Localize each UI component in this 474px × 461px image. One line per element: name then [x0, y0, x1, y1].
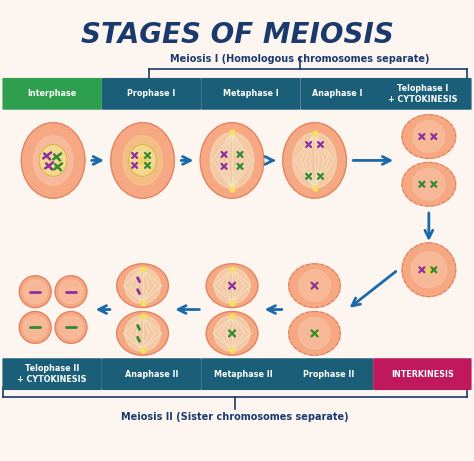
Text: Meiosis II (Sister chromosomes separate): Meiosis II (Sister chromosomes separate)	[121, 412, 349, 422]
Ellipse shape	[125, 268, 161, 303]
Text: Prophase I: Prophase I	[128, 89, 176, 98]
Ellipse shape	[19, 276, 51, 307]
Ellipse shape	[117, 264, 168, 307]
Ellipse shape	[23, 315, 47, 339]
Ellipse shape	[289, 312, 340, 355]
Text: Interphase: Interphase	[27, 89, 77, 98]
Ellipse shape	[23, 280, 47, 303]
Ellipse shape	[206, 312, 258, 355]
Ellipse shape	[206, 264, 258, 307]
FancyBboxPatch shape	[2, 358, 102, 390]
Ellipse shape	[200, 123, 264, 198]
Ellipse shape	[289, 264, 340, 307]
FancyBboxPatch shape	[373, 78, 472, 110]
Text: Metaphase II: Metaphase II	[214, 370, 273, 378]
Ellipse shape	[117, 312, 168, 355]
Ellipse shape	[59, 315, 83, 339]
FancyBboxPatch shape	[102, 358, 201, 390]
Text: Anaphase II: Anaphase II	[125, 370, 178, 378]
Ellipse shape	[39, 144, 67, 176]
Ellipse shape	[55, 312, 87, 343]
Ellipse shape	[299, 318, 330, 349]
Ellipse shape	[59, 280, 83, 303]
Ellipse shape	[19, 312, 51, 343]
FancyBboxPatch shape	[102, 78, 201, 110]
Text: INTERKINESIS: INTERKINESIS	[391, 370, 454, 378]
Ellipse shape	[413, 168, 445, 200]
Ellipse shape	[283, 123, 346, 198]
Text: Prophase II: Prophase II	[303, 370, 354, 378]
FancyBboxPatch shape	[201, 78, 301, 110]
Text: Meiosis I (Homologous chromosomes separate): Meiosis I (Homologous chromosomes separa…	[170, 54, 429, 64]
Ellipse shape	[21, 123, 85, 198]
Ellipse shape	[402, 115, 456, 159]
Text: STAGES OF MEIOSIS: STAGES OF MEIOSIS	[81, 21, 393, 49]
Text: Telophase I
+ CYTOKINESIS: Telophase I + CYTOKINESIS	[388, 84, 457, 104]
Ellipse shape	[125, 315, 161, 351]
Text: Anaphase I: Anaphase I	[312, 89, 363, 98]
Ellipse shape	[33, 136, 73, 185]
Ellipse shape	[214, 268, 250, 303]
Text: Metaphase I: Metaphase I	[223, 89, 279, 98]
Ellipse shape	[210, 133, 254, 188]
Ellipse shape	[123, 136, 163, 185]
Ellipse shape	[299, 270, 330, 301]
Ellipse shape	[292, 133, 337, 188]
Ellipse shape	[55, 276, 87, 307]
FancyBboxPatch shape	[284, 358, 373, 390]
Ellipse shape	[128, 144, 156, 176]
Ellipse shape	[111, 123, 174, 198]
Text: Telophase II
+ CYTOKINESIS: Telophase II + CYTOKINESIS	[18, 365, 87, 384]
FancyBboxPatch shape	[301, 78, 374, 110]
FancyBboxPatch shape	[373, 358, 472, 390]
FancyBboxPatch shape	[2, 78, 102, 110]
Ellipse shape	[214, 315, 250, 351]
Ellipse shape	[413, 121, 445, 153]
FancyBboxPatch shape	[201, 358, 285, 390]
Ellipse shape	[402, 162, 456, 206]
Ellipse shape	[411, 252, 447, 288]
Ellipse shape	[402, 243, 456, 296]
